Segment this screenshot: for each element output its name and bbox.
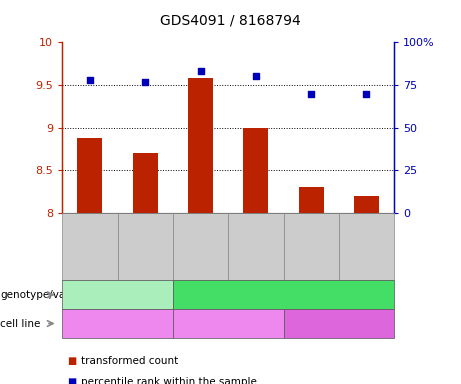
Text: 231BoM-1833: 231BoM-1833 bbox=[189, 318, 267, 329]
Point bbox=[86, 77, 94, 83]
Bar bbox=[299, 187, 324, 213]
Point bbox=[307, 91, 315, 97]
Text: ■: ■ bbox=[67, 377, 76, 384]
Text: transformed count: transformed count bbox=[81, 356, 178, 366]
Point bbox=[252, 73, 260, 79]
Text: GDS4091 / 8168794: GDS4091 / 8168794 bbox=[160, 13, 301, 27]
Bar bbox=[77, 138, 102, 213]
Bar bbox=[354, 196, 379, 213]
Text: GSM637873: GSM637873 bbox=[140, 218, 150, 277]
Point bbox=[197, 68, 204, 74]
Text: GSM637876: GSM637876 bbox=[306, 218, 316, 277]
Text: cell line: cell line bbox=[0, 318, 41, 329]
Text: parental: parental bbox=[94, 290, 141, 300]
Bar bbox=[133, 153, 158, 213]
Bar bbox=[243, 127, 268, 213]
Text: GSM637874: GSM637874 bbox=[195, 218, 206, 277]
Point bbox=[363, 91, 370, 97]
Text: GSM637872: GSM637872 bbox=[85, 218, 95, 277]
Text: ■: ■ bbox=[67, 356, 76, 366]
Text: percentile rank within the sample: percentile rank within the sample bbox=[81, 377, 257, 384]
Text: 231BrM-2a: 231BrM-2a bbox=[308, 318, 369, 329]
Text: GSM637875: GSM637875 bbox=[251, 218, 261, 277]
Text: MDA-MB-231: MDA-MB-231 bbox=[82, 318, 154, 329]
Text: GSM637877: GSM637877 bbox=[361, 218, 372, 277]
Bar bbox=[188, 78, 213, 213]
Point bbox=[142, 78, 149, 84]
Text: metastatic variant: metastatic variant bbox=[232, 290, 335, 300]
Text: genotype/variation: genotype/variation bbox=[0, 290, 99, 300]
